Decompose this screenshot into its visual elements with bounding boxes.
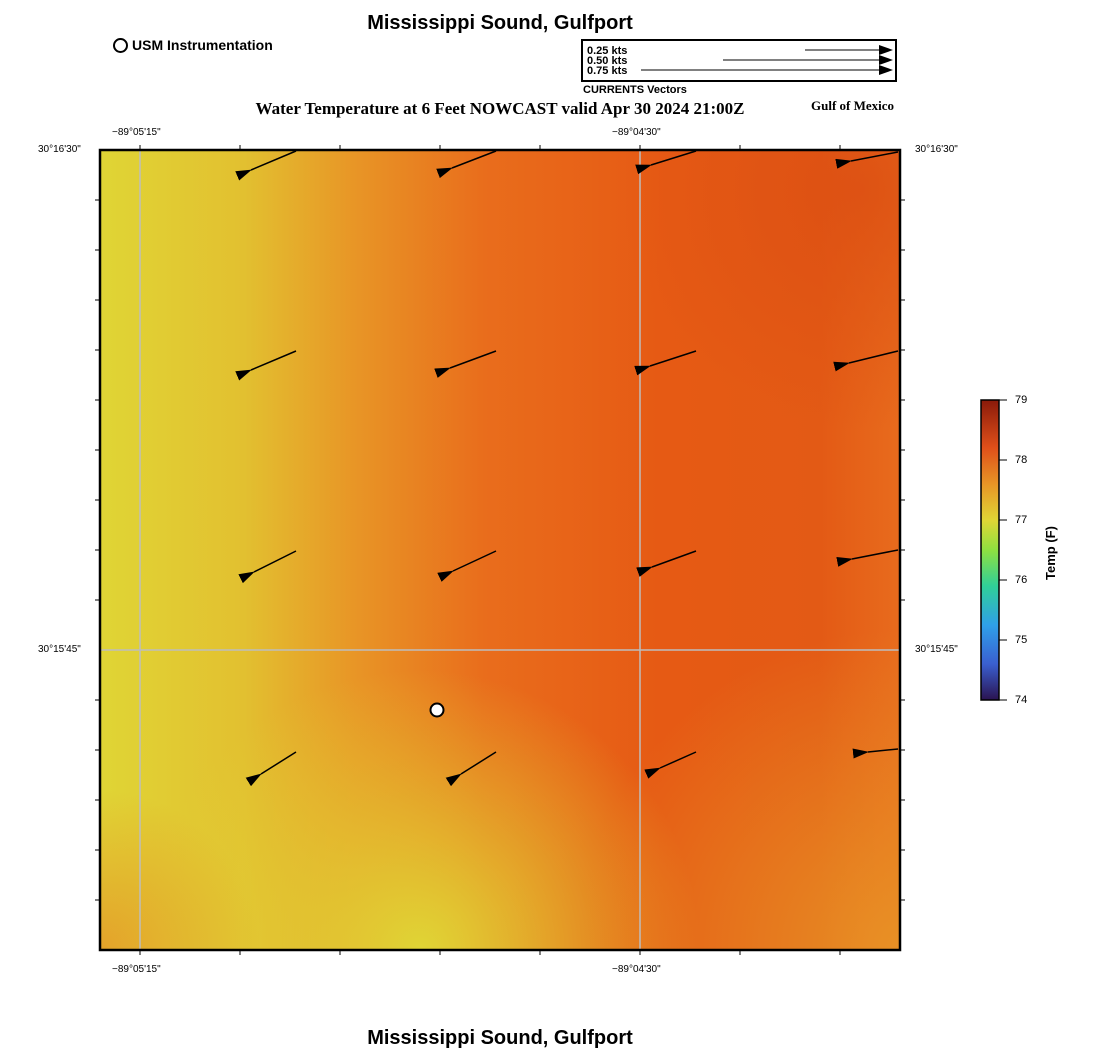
current-vector-arrow [434, 350, 497, 378]
current-vector-arrow [635, 150, 697, 175]
colorbar-tick: 76 [1015, 574, 1028, 586]
vector-scale-legend: 0.25 kts 0.50 kts 0.75 kts [581, 39, 897, 82]
vector-scale-label-2: 0.50 kts [587, 55, 628, 67]
current-vector-arrow [238, 550, 297, 584]
lat-label-right-1: 30°16'30" [915, 144, 958, 155]
colorbar-tick: 74 [1015, 694, 1028, 706]
colorbar-tick: 77 [1015, 514, 1028, 526]
colorbar [980, 399, 1007, 701]
lon-label-bottom-1: −89°05'15" [112, 964, 161, 975]
current-vectors [235, 150, 899, 787]
station-legend-label: USM Instrumentation [132, 37, 273, 53]
lat-label-right-2: 30°15'45" [915, 644, 958, 655]
lat-label-left-2: 30°15'45" [38, 644, 81, 655]
current-vector-arrow [833, 350, 899, 372]
lat-label-left-1: 30°16'30" [38, 144, 81, 155]
lon-label-bottom-2: −89°04'30" [612, 964, 661, 975]
frame-ticks [95, 145, 905, 955]
vector-scale-arrows [641, 45, 893, 75]
map-subtitle: Water Temperature at 6 Feet NOWCAST vali… [255, 99, 745, 118]
colorbar-label: Temp (F) [1043, 526, 1058, 580]
current-vector-arrow [835, 151, 899, 169]
map-footer-title: Mississippi Sound, Gulfport [367, 1027, 633, 1049]
colorbar-tick: 78 [1015, 454, 1028, 466]
vector-caption: CURRENTS Vectors [583, 84, 687, 96]
map-title: Mississippi Sound, Gulfport [367, 12, 633, 34]
current-vector-arrow [437, 550, 497, 582]
vector-scale-label-3: 0.75 kts [587, 65, 628, 77]
lon-label-top-1: −89°05'15" [112, 127, 161, 138]
current-vector-arrow [836, 549, 899, 567]
current-vector-arrow [852, 748, 899, 759]
current-vector-arrow [644, 751, 697, 779]
current-vector-arrow [436, 150, 497, 179]
current-vector-arrow [636, 550, 697, 577]
region-label: Gulf of Mexico [811, 98, 895, 113]
vector-scale-label-1: 0.25 kts [587, 45, 628, 57]
current-vector-arrow [235, 150, 297, 181]
lon-label-top-2: −89°04'30" [612, 127, 661, 138]
temperature-field [100, 150, 900, 950]
current-vector-arrow [445, 751, 497, 787]
colorbar-tick: 75 [1015, 634, 1028, 646]
colorbar-tick: 79 [1015, 394, 1028, 406]
current-vector-arrow [245, 751, 297, 787]
station-legend: USM Instrumentation [113, 37, 273, 53]
map-gridlines [100, 150, 900, 950]
usm-station-marker[interactable] [429, 702, 445, 718]
current-vector-arrow [634, 350, 697, 376]
current-vector-arrow [235, 350, 297, 381]
station-marker-icon [113, 37, 128, 53]
